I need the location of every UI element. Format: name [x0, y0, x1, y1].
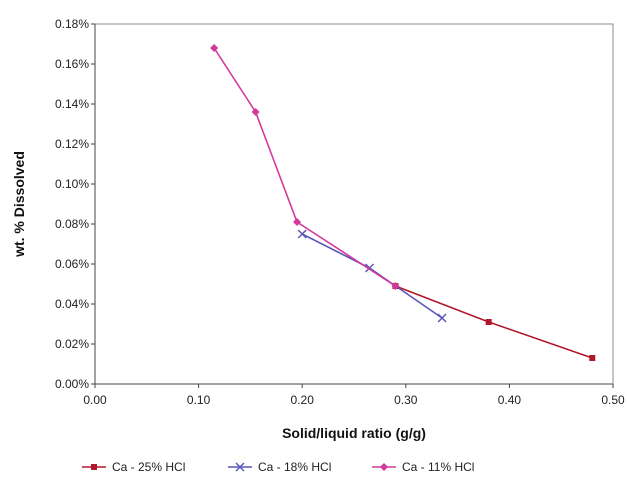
data-point [251, 108, 260, 116]
data-point [437, 313, 447, 323]
y-axis-title: wt. % Dissolved [11, 151, 27, 258]
y-tick-label: 0.00% [55, 377, 89, 391]
x-tick-label: 0.20 [291, 393, 315, 407]
plot-area [94, 23, 614, 385]
y-axis-ticks: 0.00% 0.02% 0.04% 0.06% 0.08% 0.10% 0.12% 0.14%… [55, 17, 95, 391]
legend-label: Ca - 18% HCl [258, 460, 331, 474]
y-tick-label: 0.06% [55, 257, 89, 271]
legend-item: Ca - 25% HCl [82, 460, 185, 474]
data-point [589, 355, 596, 361]
legend-swatch-marker [91, 464, 97, 470]
series-3 [210, 44, 400, 290]
x-tick-label: 0.40 [498, 393, 522, 407]
y-tick-label: 0.14% [55, 97, 89, 111]
y-tick-label: 0.12% [55, 137, 89, 151]
legend-label: Ca - 11% HCl [402, 460, 474, 474]
legend-swatch-marker [235, 462, 245, 472]
series-2 [297, 229, 447, 323]
series-line [213, 47, 396, 287]
y-tick-label: 0.08% [55, 217, 89, 231]
x-axis-ticks: 0.00 0.10 0.20 0.30 0.40 0.50 [83, 384, 625, 407]
series-layer [210, 44, 596, 361]
legend-item: Ca - 11% HCl [372, 460, 474, 474]
legend-item: Ca - 18% HCl [228, 460, 331, 474]
data-point [391, 282, 400, 290]
x-tick-label: 0.50 [601, 393, 625, 407]
data-point [297, 229, 307, 239]
x-tick-label: 0.30 [394, 393, 418, 407]
y-tick-label: 0.04% [55, 297, 89, 311]
x-tick-label: 0.10 [187, 393, 211, 407]
legend: Ca - 25% HCl Ca - 18% HCl Ca - 11% HCl [82, 460, 474, 474]
y-tick-label: 0.18% [55, 17, 89, 31]
y-tick-label: 0.10% [55, 177, 89, 191]
x-axis-title: Solid/liquid ratio (g/g) [282, 425, 426, 441]
y-tick-label: 0.16% [55, 57, 89, 71]
legend-swatch-marker [380, 463, 388, 471]
legend-label: Ca - 25% HCl [112, 460, 185, 474]
data-point [485, 319, 492, 325]
data-point [293, 218, 302, 226]
x-tick-label: 0.00 [83, 393, 107, 407]
data-point [210, 44, 219, 52]
y-tick-label: 0.02% [55, 337, 89, 351]
